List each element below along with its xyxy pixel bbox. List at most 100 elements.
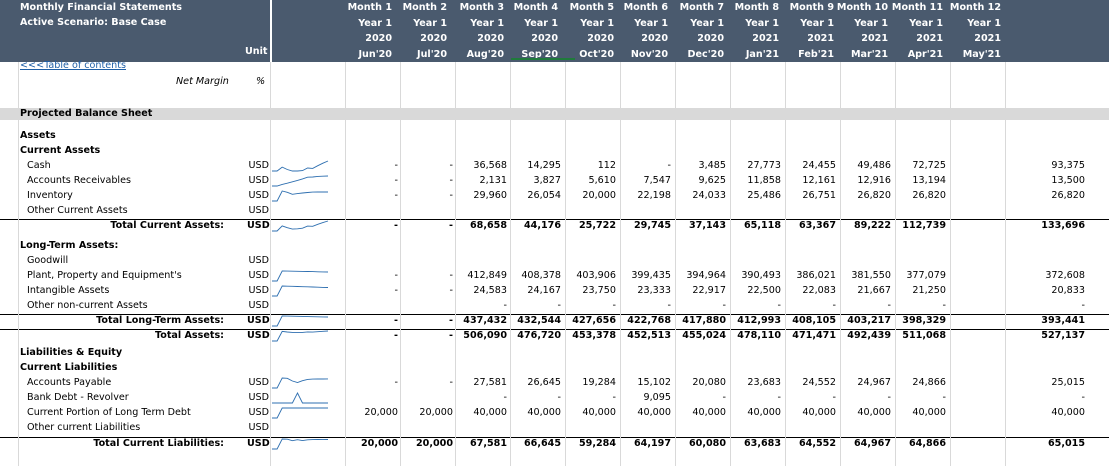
cell-value[interactable]: 437,432 bbox=[463, 315, 507, 326]
cell-value[interactable]: 68,658 bbox=[469, 220, 507, 231]
cell-value[interactable]: 49,486 bbox=[857, 160, 891, 171]
cell-value[interactable]: 37,143 bbox=[688, 220, 726, 231]
cell-value[interactable]: 15,102 bbox=[637, 377, 671, 388]
cell-value[interactable]: - bbox=[667, 300, 671, 311]
cell-value[interactable]: 63,683 bbox=[743, 438, 781, 449]
cell-value[interactable]: 23,333 bbox=[637, 285, 671, 296]
cell-value[interactable]: 40,000 bbox=[912, 407, 946, 418]
cell-value[interactable]: 89,222 bbox=[853, 220, 891, 231]
cell-value[interactable]: 26,645 bbox=[527, 377, 561, 388]
cell-value[interactable]: 64,967 bbox=[853, 438, 891, 449]
cell-value[interactable]: - bbox=[449, 220, 453, 231]
cell-value[interactable]: 11,858 bbox=[747, 175, 781, 186]
cell-value[interactable]: - bbox=[394, 220, 398, 231]
cell-value[interactable]: 26,751 bbox=[802, 190, 836, 201]
cell-value[interactable]: 66,645 bbox=[523, 438, 561, 449]
cell-value[interactable]: 26,054 bbox=[527, 190, 561, 201]
cell-value[interactable]: - bbox=[722, 392, 726, 403]
cell-value[interactable]: 372,608 bbox=[1045, 270, 1085, 281]
cell-value[interactable]: 478,110 bbox=[737, 330, 781, 341]
cell-value[interactable]: 63,367 bbox=[798, 220, 836, 231]
month-header-10[interactable]: Month 10 Year 1 2021 Mar'21 bbox=[834, 0, 888, 62]
cell-value[interactable]: 60,080 bbox=[688, 438, 726, 449]
cell-value[interactable]: 40,000 bbox=[1051, 407, 1085, 418]
month-header-8[interactable]: Month 8 Year 1 2021 Jan'21 bbox=[725, 0, 779, 62]
cell-value[interactable]: 40,000 bbox=[582, 407, 616, 418]
cell-value[interactable]: 36,568 bbox=[473, 160, 507, 171]
month-header-6[interactable]: Month 6 Year 1 2020 Nov'20 bbox=[614, 0, 668, 62]
cell-value[interactable]: 25,486 bbox=[747, 190, 781, 201]
cell-value[interactable]: 7,547 bbox=[643, 175, 671, 186]
cell-value[interactable]: 24,167 bbox=[527, 285, 561, 296]
cell-value[interactable]: 64,552 bbox=[798, 438, 836, 449]
cell-value[interactable]: - bbox=[449, 190, 453, 201]
cell-value[interactable]: 64,197 bbox=[633, 438, 671, 449]
cell-value[interactable]: - bbox=[612, 392, 616, 403]
cell-value[interactable]: - bbox=[667, 160, 671, 171]
cell-value[interactable]: 40,000 bbox=[527, 407, 561, 418]
cell-value[interactable]: - bbox=[1081, 392, 1085, 403]
cell-value[interactable]: 44,176 bbox=[523, 220, 561, 231]
cell-value[interactable]: 12,161 bbox=[802, 175, 836, 186]
cell-value[interactable]: 412,849 bbox=[467, 270, 507, 281]
cell-value[interactable]: 3,485 bbox=[698, 160, 726, 171]
month-header-7[interactable]: Month 7 Year 1 2020 Dec'20 bbox=[670, 0, 724, 62]
cell-value[interactable]: - bbox=[722, 300, 726, 311]
cell-value[interactable]: 432,544 bbox=[517, 315, 561, 326]
cell-value[interactable]: 394,964 bbox=[686, 270, 726, 281]
cell-value[interactable]: - bbox=[942, 392, 946, 403]
cell-value[interactable]: 40,000 bbox=[857, 407, 891, 418]
cell-value[interactable]: 27,773 bbox=[747, 160, 781, 171]
cell-value[interactable]: 29,960 bbox=[473, 190, 507, 201]
cell-value[interactable]: 22,917 bbox=[692, 285, 726, 296]
cell-value[interactable]: 20,000 bbox=[360, 438, 398, 449]
cell-value[interactable]: 13,194 bbox=[912, 175, 946, 186]
cell-value[interactable]: 21,667 bbox=[857, 285, 891, 296]
cell-value[interactable]: 427,656 bbox=[572, 315, 616, 326]
cell-value[interactable]: 23,750 bbox=[582, 285, 616, 296]
cell-value[interactable]: 14,295 bbox=[527, 160, 561, 171]
cell-value[interactable]: 408,378 bbox=[521, 270, 561, 281]
cell-value[interactable]: 24,455 bbox=[802, 160, 836, 171]
cell-value[interactable]: 25,015 bbox=[1051, 377, 1085, 388]
cell-value[interactable]: - bbox=[449, 160, 453, 171]
cell-value[interactable]: - bbox=[449, 270, 453, 281]
cell-value[interactable]: 40,000 bbox=[692, 407, 726, 418]
cell-value[interactable]: - bbox=[612, 300, 616, 311]
cell-value[interactable]: 40,000 bbox=[747, 407, 781, 418]
cell-value[interactable]: 412,993 bbox=[737, 315, 781, 326]
cell-value[interactable]: 112,739 bbox=[902, 220, 946, 231]
cell-value[interactable]: 29,745 bbox=[633, 220, 671, 231]
cell-value[interactable]: 9,095 bbox=[643, 392, 671, 403]
cell-value[interactable]: 476,720 bbox=[517, 330, 561, 341]
cell-value[interactable]: 452,513 bbox=[627, 330, 671, 341]
cell-value[interactable]: 403,217 bbox=[847, 315, 891, 326]
cell-value[interactable]: 72,725 bbox=[912, 160, 946, 171]
cell-value[interactable]: 506,090 bbox=[463, 330, 507, 341]
cell-value[interactable]: - bbox=[887, 300, 891, 311]
month-header-9[interactable]: Month 9 Year 1 2021 Feb'21 bbox=[780, 0, 834, 62]
cell-value[interactable]: 65,015 bbox=[1047, 438, 1085, 449]
cell-value[interactable]: - bbox=[503, 392, 507, 403]
cell-value[interactable]: 386,021 bbox=[796, 270, 836, 281]
month-header-11[interactable]: Month 11 Year 1 2021 Apr'21 bbox=[889, 0, 943, 62]
cell-value[interactable]: - bbox=[1081, 300, 1085, 311]
cell-value[interactable]: 381,550 bbox=[851, 270, 891, 281]
cell-value[interactable]: - bbox=[942, 300, 946, 311]
cell-value[interactable]: 21,250 bbox=[912, 285, 946, 296]
cell-value[interactable]: 390,493 bbox=[741, 270, 781, 281]
cell-value[interactable]: - bbox=[557, 300, 561, 311]
cell-value[interactable]: - bbox=[777, 300, 781, 311]
cell-value[interactable]: 24,583 bbox=[473, 285, 507, 296]
cell-value[interactable]: 511,068 bbox=[902, 330, 946, 341]
cell-value[interactable]: - bbox=[394, 315, 398, 326]
cell-value[interactable]: 422,768 bbox=[627, 315, 671, 326]
cell-value[interactable]: 112 bbox=[597, 160, 616, 171]
cell-value[interactable]: 26,820 bbox=[857, 190, 891, 201]
cell-value[interactable]: 417,880 bbox=[682, 315, 726, 326]
cell-value[interactable]: - bbox=[394, 160, 398, 171]
month-header-4[interactable]: Month 4 Year 1 2020 Sep'20 bbox=[504, 0, 558, 62]
cell-value[interactable]: 24,866 bbox=[912, 377, 946, 388]
cell-value[interactable]: 93,375 bbox=[1051, 160, 1085, 171]
cell-value[interactable]: - bbox=[394, 330, 398, 341]
